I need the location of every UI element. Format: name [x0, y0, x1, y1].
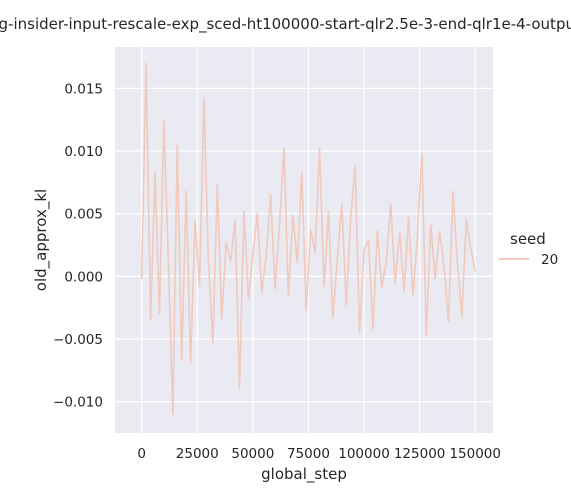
legend: seed 20	[499, 230, 558, 268]
y-tick-labels: −0.010 −0.005 0.000 0.005 0.010 0.015	[53, 81, 103, 410]
y-tick-label: 0.015	[64, 81, 103, 97]
x-tick-label: 50000	[231, 446, 274, 462]
x-axis-label: global_step	[261, 465, 347, 484]
x-tick-label: 0	[137, 446, 146, 462]
y-tick-label: 0.005	[64, 207, 103, 223]
x-tick-label: 100000	[338, 446, 390, 462]
x-tick-labels: 0 25000 50000 75000 100000 125000 150000	[137, 446, 501, 462]
x-tick-label: 75000	[287, 446, 330, 462]
legend-title: seed	[510, 230, 546, 248]
x-tick-label: 125000	[394, 446, 446, 462]
x-tick-label: 150000	[449, 446, 501, 462]
y-tick-label: 0.000	[64, 269, 103, 285]
y-tick-label: −0.005	[53, 332, 103, 348]
y-axis-label: old_approx_kl	[32, 189, 51, 291]
legend-label-20: 20	[541, 252, 558, 268]
x-tick-label: 25000	[176, 446, 219, 462]
y-tick-label: 0.010	[64, 144, 103, 160]
y-tick-label: −0.010	[53, 395, 103, 411]
chart-title: ng-insider-input-rescale-exp_sced-ht1000…	[0, 15, 571, 34]
